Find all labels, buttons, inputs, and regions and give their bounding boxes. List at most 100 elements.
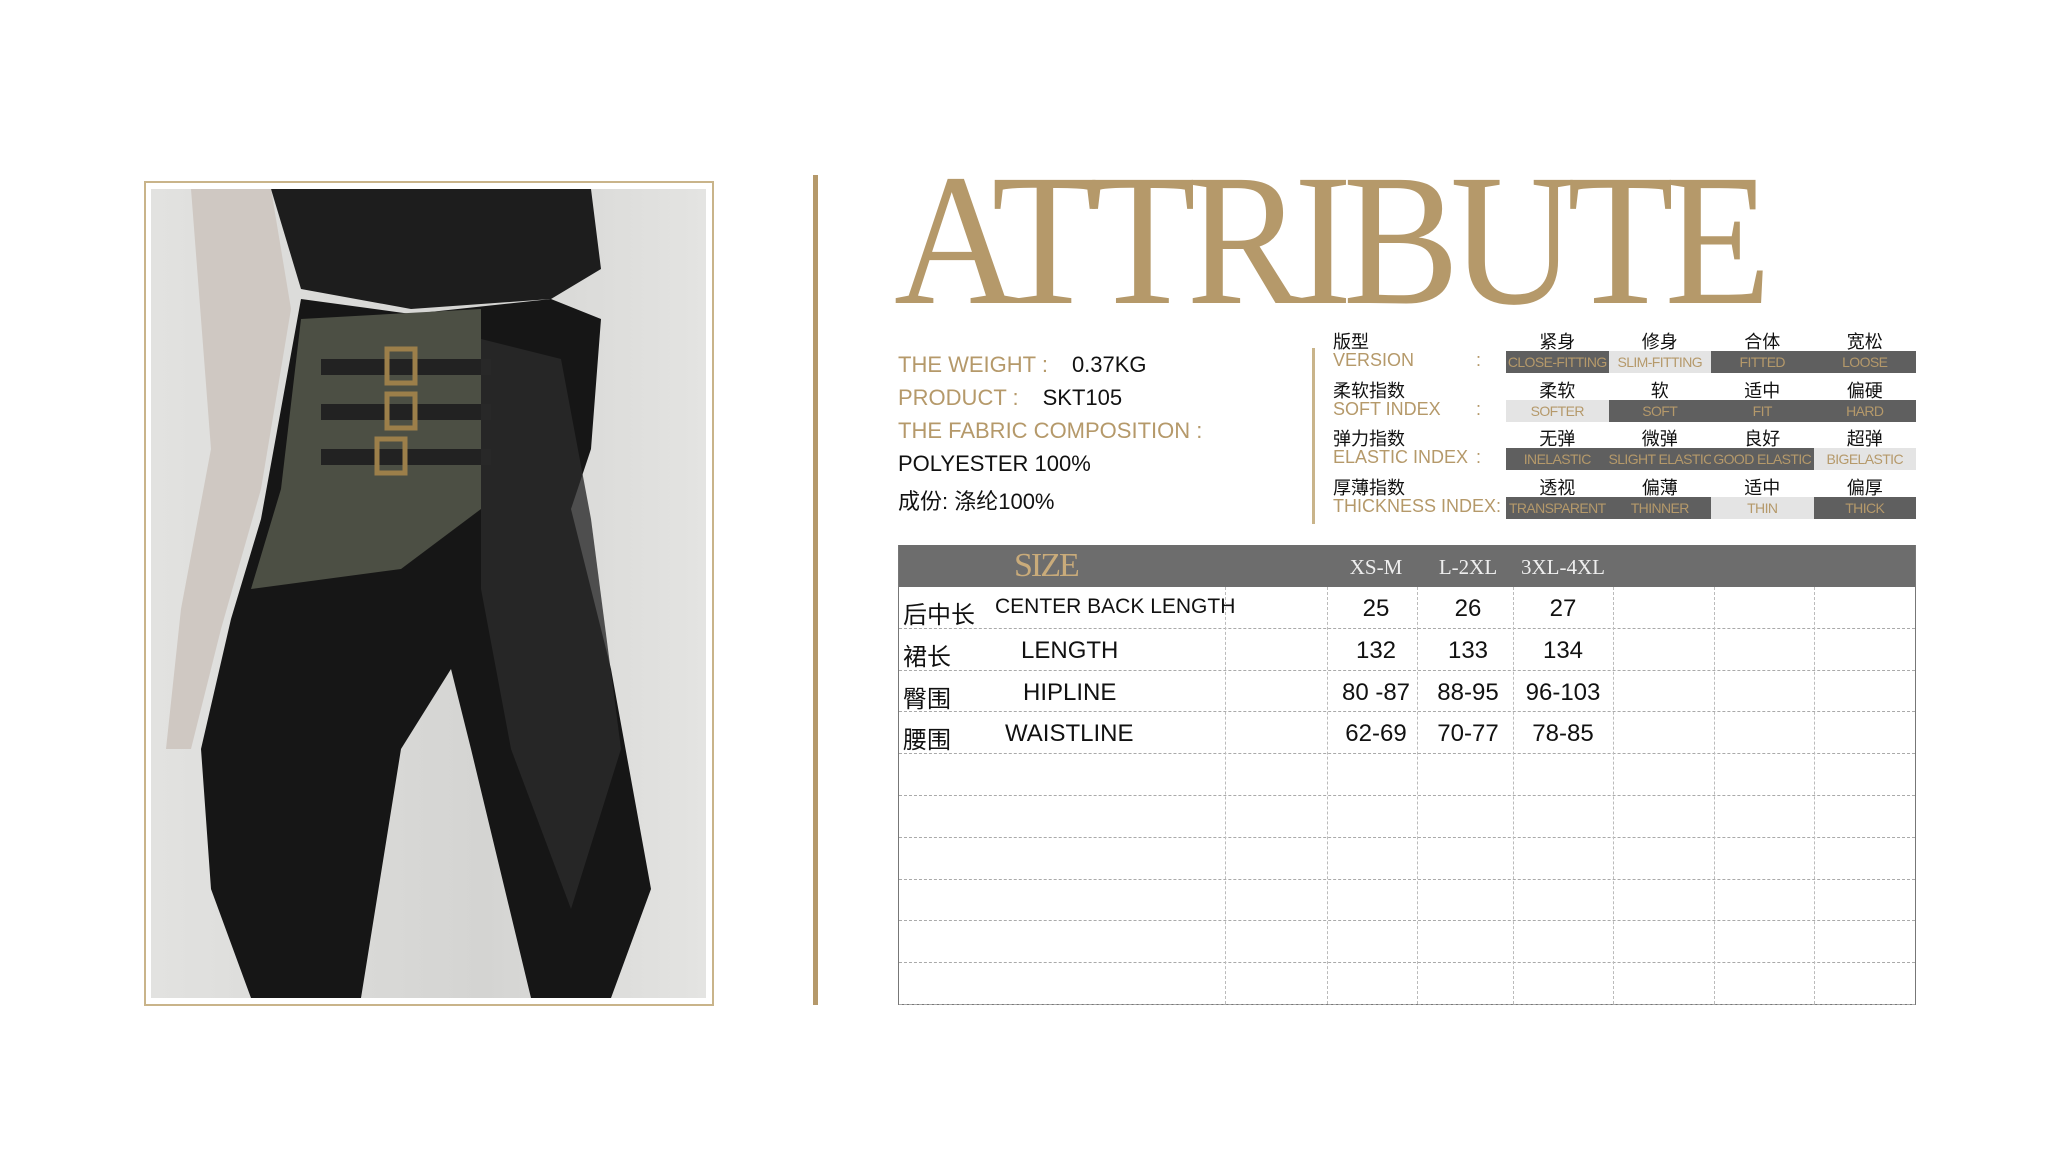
empty-row	[899, 754, 1915, 796]
attr-colon: :	[1476, 350, 1482, 370]
size-col-header: L-2XL	[1438, 555, 1498, 579]
attr-option: THICK	[1813, 497, 1916, 519]
attr-cn-option: 偏厚	[1846, 478, 1883, 498]
size-value: 133	[1447, 636, 1489, 664]
fabric-label: THE FABRIC COMPOSITION :	[898, 418, 1203, 443]
row-en-label: CENTER BACK LENGTH	[995, 595, 1236, 618]
attr-cn-option: 微弹	[1641, 429, 1678, 449]
grid-line	[1814, 587, 1815, 1004]
grid-line	[1417, 587, 1418, 1004]
size-header: SIZE	[1014, 547, 1080, 584]
size-value: 62-69	[1345, 720, 1407, 748]
size-value: 80 -87	[1341, 678, 1411, 706]
size-value: 27	[1549, 595, 1577, 622]
row-en-label: HIPLINE	[1023, 678, 1117, 706]
attr-scale-bar: TRANSPARENT THINNER THIN THICK	[1506, 497, 1916, 519]
attr-cn-options: 柔软 软 适中 偏硬	[1506, 377, 1916, 403]
attr-option: SOFT	[1608, 400, 1711, 422]
attr-option-selected: SLIM-FITTING	[1608, 351, 1711, 373]
row-en-label: LENGTH	[1021, 636, 1119, 664]
attr-option-selected: THIN	[1711, 497, 1814, 519]
attr-cn-option: 适中	[1744, 478, 1781, 498]
size-value: 132	[1355, 636, 1397, 664]
size-col-header: 3XL-4XL	[1521, 555, 1605, 579]
row-cn-label: 裙长	[903, 643, 951, 671]
fabric-en: POLYESTER 100%	[898, 451, 1091, 476]
gold-divider	[813, 175, 818, 1005]
empty-row	[899, 880, 1915, 922]
empty-row	[899, 921, 1915, 964]
grid-line	[1513, 587, 1514, 1004]
model-wearing-skirt-image	[166, 189, 651, 998]
attr-option: CLOSE-FITTING	[1506, 351, 1609, 373]
size-col-header: XS-M	[1349, 555, 1403, 579]
row-cn-label: 后中长	[903, 602, 975, 629]
attr-cn-option: 超弹	[1846, 429, 1883, 449]
attr-option: THINNER	[1608, 497, 1711, 519]
attr-cn-option: 柔软	[1539, 381, 1576, 401]
attr-option: GOOD ELASTIC	[1711, 448, 1814, 470]
attr-option: FIT	[1711, 400, 1814, 422]
attr-en-label: SOFT INDEX	[1333, 399, 1441, 419]
fabric-cn: 成份: 涤纶100%	[898, 489, 1055, 514]
empty-row	[899, 963, 1915, 1005]
attr-cn-options: 紧身 修身 合体 宽松	[1506, 328, 1916, 354]
empty-row	[899, 796, 1915, 838]
attr-cn-option: 适中	[1744, 381, 1781, 401]
attr-cn-option: 偏薄	[1641, 478, 1678, 498]
attr-en-label: ELASTIC INDEX	[1333, 447, 1469, 467]
attr-cn-option: 偏硬	[1846, 381, 1883, 401]
attr-colon: :	[1476, 447, 1482, 467]
attr-cn-options: 无弹 微弹 良好 超弹	[1506, 425, 1916, 451]
product-row: PRODUCT : SKT105	[898, 385, 1122, 411]
attr-en-label: VERSION	[1333, 350, 1415, 370]
attr-cn-options: 透视 偏薄 适中 偏厚	[1506, 474, 1916, 500]
attr-cn-option: 良好	[1744, 429, 1781, 449]
size-value: 78-85	[1532, 720, 1594, 748]
attr-scale-bar: INELASTIC SLIGHT ELASTIC GOOD ELASTIC BIGEL…	[1506, 448, 1916, 470]
size-table: SIZE XS-M L-2XL 3XL-4XL 后中长 CENTER BACK …	[898, 545, 1916, 1005]
product-value: SKT105	[1042, 385, 1123, 410]
row-cn-label: 腰围	[903, 727, 951, 755]
attr-option: SLIGHT ELASTIC	[1608, 448, 1711, 470]
attr-cn-label: 柔软指数	[1333, 381, 1405, 401]
row-en-label: WAISTLINE	[1005, 720, 1134, 748]
attr-option: FITTED	[1711, 351, 1814, 373]
size-table-header: SIZE XS-M L-2XL 3XL-4XL	[899, 545, 1915, 587]
empty-row	[899, 838, 1915, 880]
attr-option-selected: SOFTER	[1506, 400, 1609, 422]
attr-en-label: THICKNESS INDEX:	[1333, 496, 1502, 516]
attr-cn-option: 软	[1650, 381, 1669, 401]
table-row: 腰围 WAISTLINE 62-69 70-77 78-85	[899, 712, 1915, 754]
product-photo	[151, 189, 706, 998]
attr-cn-label: 弹力指数	[1333, 429, 1405, 449]
grid-line	[1714, 587, 1715, 1004]
attr-cn-option: 修身	[1641, 332, 1678, 352]
size-value: 96-103	[1525, 678, 1601, 706]
attr-scale-bar: SOFTER SOFT FIT HARD	[1506, 400, 1916, 422]
attr-option-selected: BIGELASTIC	[1813, 448, 1916, 470]
attr-cn-option: 紧身	[1539, 332, 1576, 352]
attr-cn-option: 透视	[1539, 478, 1576, 498]
weight-value: 0.37KG	[1071, 352, 1147, 377]
attr-option: HARD	[1813, 400, 1916, 422]
weight-label: THE WEIGHT :	[898, 352, 1048, 377]
table-row: 裙长 LENGTH 132 133 134	[899, 629, 1915, 671]
attr-scale-bar: CLOSE-FITTING SLIM-FITTING FITTED LOOSE	[1506, 351, 1916, 373]
size-value: 134	[1542, 636, 1584, 664]
attr-option: LOOSE	[1813, 351, 1916, 373]
attr-cn-option: 宽松	[1846, 332, 1883, 352]
product-label: PRODUCT :	[898, 385, 1019, 410]
table-row: 臀围 HIPLINE 80 -87 88-95 96-103	[899, 671, 1915, 713]
attr-cn-label: 版型	[1333, 332, 1369, 352]
attr-option: INELASTIC	[1506, 448, 1609, 470]
attr-cn-option: 合体	[1744, 332, 1781, 352]
table-row: 后中长 CENTER BACK LENGTH 25 26 27	[899, 587, 1915, 629]
attr-cn-option: 无弹	[1539, 429, 1576, 449]
size-value: 25	[1362, 595, 1390, 622]
grid-line	[1327, 587, 1328, 1004]
weight-row: THE WEIGHT : 0.37KG	[898, 352, 1147, 378]
grid-line	[1613, 587, 1614, 1004]
size-value: 26	[1454, 595, 1482, 622]
page-title: ATTRIBUTE	[894, 135, 1771, 344]
